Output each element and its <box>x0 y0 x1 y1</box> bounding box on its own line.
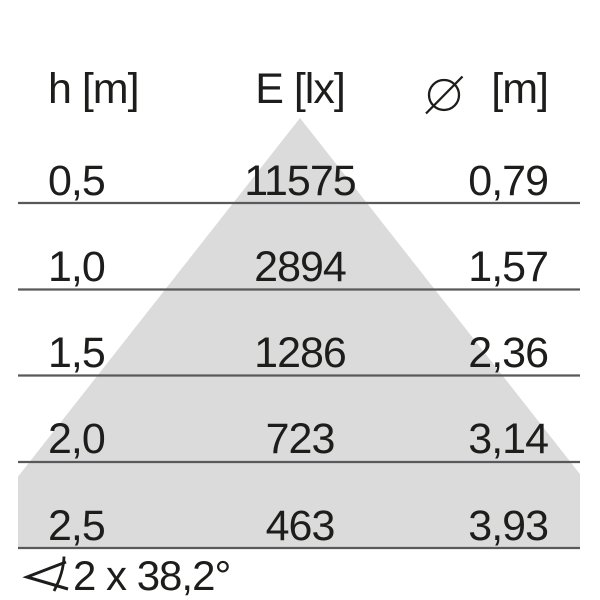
header-illuminance: E [lx] <box>255 65 346 113</box>
cell-illuminance: 723 <box>265 415 336 463</box>
cell-height: 1,0 <box>48 243 106 291</box>
header-diameter-unit: [m] <box>491 65 549 113</box>
cell-diameter: 3,14 <box>468 415 549 463</box>
cell-illuminance: 2894 <box>254 243 347 291</box>
header-height: h [m] <box>48 65 140 113</box>
cell-height: 2,5 <box>48 502 106 550</box>
cell-illuminance: 11575 <box>244 157 356 205</box>
beam-angle-icon <box>22 556 69 592</box>
cell-diameter: 1,57 <box>468 243 549 291</box>
cell-illuminance: 1286 <box>254 329 347 377</box>
cell-diameter: 3,93 <box>468 502 549 550</box>
cell-height: 1,5 <box>48 329 106 377</box>
cell-height: 2,0 <box>48 415 106 463</box>
cell-diameter: 2,36 <box>468 329 549 377</box>
beam-angle-label: 2 x 38,2° <box>73 552 231 599</box>
light-cone-shape <box>18 118 580 548</box>
cell-diameter: 0,79 <box>468 157 549 205</box>
cell-illuminance: 463 <box>265 502 336 550</box>
cell-height: 0,5 <box>48 157 106 205</box>
diameter-icon <box>425 75 464 115</box>
